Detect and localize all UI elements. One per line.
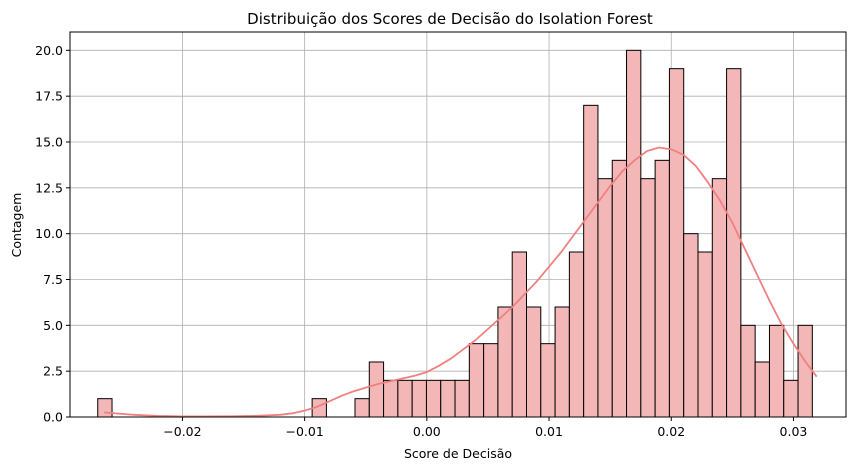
histogram-bar <box>354 398 370 418</box>
histogram-bar <box>425 379 442 418</box>
histogram-bars <box>97 49 813 418</box>
x-tick-label: −0.01 <box>285 424 323 439</box>
histogram-bar <box>740 324 756 418</box>
x-axis-ticks: −0.02 −0.01 0.00 0.01 0.02 0.03 <box>163 417 807 439</box>
x-tick-label: −0.02 <box>163 424 201 439</box>
x-tick-label: 0.01 <box>535 424 563 439</box>
histogram-bar <box>583 104 599 418</box>
y-tick-label: 17.5 <box>35 89 63 104</box>
chart-title: Distribuição dos Scores de Decisão do Is… <box>247 10 653 28</box>
y-tick-label: 10.0 <box>35 226 63 241</box>
histogram-bar <box>768 324 785 418</box>
y-tick-label: 20.0 <box>35 43 63 58</box>
histogram-bar <box>468 343 485 418</box>
histogram-bar <box>640 178 656 418</box>
histogram-bar <box>383 379 399 418</box>
histogram-bar <box>783 379 799 418</box>
y-tick-label: 15.0 <box>35 135 63 150</box>
y-tick-label: 7.5 <box>43 272 63 287</box>
histogram-bar <box>654 159 670 418</box>
histogram-bar <box>626 49 642 418</box>
histogram-bar <box>525 306 542 418</box>
histogram-bar <box>511 251 527 418</box>
histogram-bar <box>554 306 570 418</box>
histogram-bar <box>411 379 427 418</box>
kde-curve-group <box>104 146 818 418</box>
histogram-bar <box>726 68 742 418</box>
y-tick-label: 0.0 <box>43 410 63 425</box>
histogram-bar <box>568 251 585 418</box>
histogram-bar <box>611 159 628 418</box>
histogram-bar <box>597 178 613 418</box>
histogram-bar <box>440 379 456 418</box>
y-tick-label: 5.0 <box>43 318 63 333</box>
histogram-bar <box>540 343 556 418</box>
histogram-bar <box>368 361 385 418</box>
y-axis-ticks: 0.0 2.5 5.0 7.5 10.0 12.5 15.0 17.5 20.0 <box>35 43 70 425</box>
x-tick-label: 0.00 <box>413 424 441 439</box>
histogram-bar <box>754 361 770 418</box>
histogram-bar <box>397 379 413 418</box>
histogram-bar <box>697 251 713 418</box>
y-tick-label: 12.5 <box>35 180 63 195</box>
histogram-bar <box>497 306 513 418</box>
kde-curve <box>104 146 818 418</box>
x-tick-label: 0.02 <box>657 424 685 439</box>
histogram-bar <box>668 68 685 418</box>
y-tick-label: 2.5 <box>43 364 63 379</box>
histogram-bar <box>454 379 470 418</box>
x-tick-label: 0.03 <box>780 424 808 439</box>
histogram-bar <box>711 178 728 418</box>
y-axis-title: Contagem <box>9 193 24 258</box>
histogram-bar <box>683 233 699 418</box>
plot-frame <box>69 31 847 418</box>
histogram-bar <box>797 324 813 418</box>
histogram-bar <box>483 343 499 418</box>
histogram-bar <box>97 398 113 418</box>
x-axis-title: Score de Decisão <box>404 446 512 461</box>
